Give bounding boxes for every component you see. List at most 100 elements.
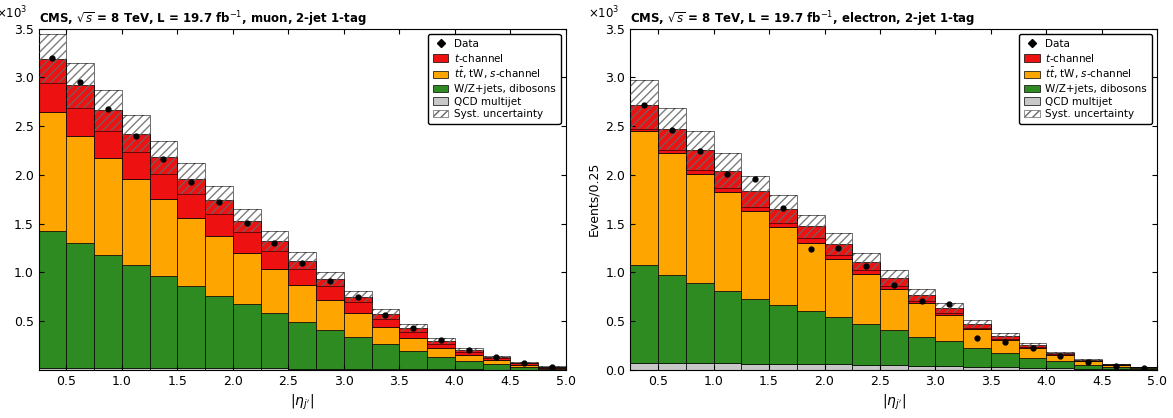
Bar — [1101, 364, 1130, 365]
Bar — [232, 368, 260, 370]
Bar — [427, 338, 455, 344]
Bar — [1130, 368, 1158, 369]
Bar — [1074, 365, 1101, 369]
Bar — [316, 279, 344, 300]
Bar — [344, 369, 372, 370]
Bar — [260, 313, 289, 368]
Bar — [1130, 369, 1158, 370]
Bar — [150, 141, 177, 174]
Bar — [150, 157, 177, 199]
Bar — [658, 153, 686, 275]
Bar — [1018, 348, 1046, 358]
Bar — [67, 243, 94, 368]
Bar — [177, 368, 205, 370]
Bar — [963, 367, 991, 370]
Bar — [963, 324, 991, 329]
Bar — [122, 178, 150, 265]
Bar — [316, 300, 344, 330]
Bar — [372, 314, 399, 327]
Bar — [880, 330, 908, 365]
Bar — [67, 368, 94, 370]
Bar — [232, 304, 260, 368]
Bar — [658, 107, 686, 150]
Bar — [1074, 359, 1101, 361]
Bar — [289, 260, 316, 285]
Bar — [713, 192, 741, 291]
Bar — [963, 348, 991, 367]
Bar — [630, 363, 658, 370]
Bar — [741, 176, 769, 207]
Bar — [991, 353, 1018, 367]
Bar — [853, 253, 880, 270]
Bar — [177, 178, 205, 218]
Bar — [1101, 364, 1130, 365]
Bar — [796, 364, 825, 370]
Bar — [538, 367, 565, 368]
Bar — [94, 368, 122, 370]
Bar — [177, 163, 205, 194]
Bar — [427, 338, 455, 344]
Bar — [122, 115, 150, 153]
Bar — [427, 369, 455, 370]
Bar — [260, 231, 289, 251]
Bar — [316, 369, 344, 370]
Bar — [658, 363, 686, 370]
Bar — [936, 366, 963, 370]
Bar — [713, 153, 741, 189]
Bar — [686, 131, 713, 170]
Bar — [39, 34, 67, 83]
Bar — [289, 322, 316, 369]
Bar — [963, 329, 991, 348]
Bar — [1018, 344, 1046, 347]
Bar — [205, 200, 232, 236]
Bar — [427, 341, 455, 348]
Bar — [1074, 369, 1101, 370]
Bar — [908, 289, 936, 301]
Bar — [39, 368, 67, 370]
Bar — [399, 351, 427, 369]
Bar — [769, 306, 796, 364]
Bar — [150, 141, 177, 174]
Bar — [122, 115, 150, 153]
Bar — [455, 355, 482, 361]
Bar — [825, 233, 853, 255]
Bar — [936, 303, 963, 313]
Bar — [991, 367, 1018, 370]
Bar — [316, 272, 344, 286]
Bar — [150, 276, 177, 368]
Bar — [825, 364, 853, 370]
Bar — [741, 298, 769, 364]
Bar — [1101, 364, 1130, 365]
Bar — [713, 291, 741, 363]
Bar — [1046, 352, 1074, 354]
Bar — [344, 313, 372, 336]
Bar — [769, 195, 796, 222]
Bar — [686, 283, 713, 363]
Bar — [455, 350, 482, 355]
Bar — [455, 348, 482, 352]
Bar — [510, 362, 538, 363]
Bar — [936, 308, 963, 315]
Bar — [510, 367, 538, 370]
Bar — [713, 153, 741, 189]
Bar — [205, 236, 232, 296]
X-axis label: $|\eta_{j^{\prime}}|$: $|\eta_{j^{\prime}}|$ — [882, 393, 906, 413]
Bar — [853, 253, 880, 270]
Bar — [94, 90, 122, 131]
Bar — [963, 320, 991, 328]
Bar — [686, 363, 713, 370]
Bar — [344, 297, 372, 313]
Bar — [825, 244, 853, 259]
Bar — [399, 328, 427, 338]
Bar — [372, 309, 399, 319]
Bar — [399, 338, 427, 351]
Bar — [205, 186, 232, 214]
Bar — [1074, 360, 1101, 361]
Bar — [880, 270, 908, 286]
Bar — [510, 362, 538, 363]
Bar — [39, 59, 67, 112]
Bar — [853, 365, 880, 370]
Bar — [482, 356, 510, 358]
Bar — [289, 369, 316, 370]
Bar — [908, 295, 936, 303]
